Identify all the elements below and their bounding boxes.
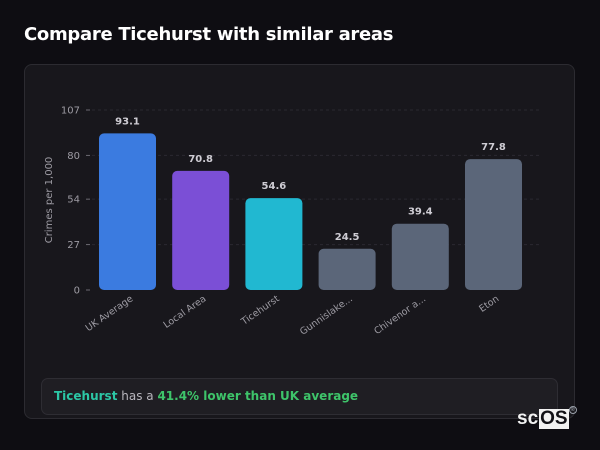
y-tick-label: 107 [61,106,80,117]
bar[interactable] [99,133,156,290]
x-tick-label: UK Average [84,293,136,334]
bar-group[interactable]: 39.4 [391,207,449,290]
y-axis-title: Crimes per 1,000 [44,157,55,244]
bar-group[interactable]: 70.8 [172,154,230,290]
y-axis: 0 27 54 80 107 [61,106,90,297]
bar-group[interactable]: 77.8 [465,142,522,290]
bar-value-label: 54.6 [262,181,287,192]
y-tick-label: 0 [74,286,80,297]
logo-os: OS [539,408,569,429]
bar-value-label: 70.8 [188,154,213,165]
bar-group[interactable]: 24.5 [318,232,376,290]
page-title: Compare Ticehurst with similar areas [24,24,394,45]
registered-mark-icon: ® [568,406,577,414]
x-tick-label: Ticehurst [239,293,282,328]
comparison-summary: Ticehurst has a 41.4% lower than UK aver… [41,378,558,415]
bar[interactable] [318,248,376,290]
bar[interactable] [391,223,449,290]
bar[interactable] [245,198,303,290]
y-tick-label: 27 [67,240,80,251]
bar-value-label: 93.1 [115,116,140,127]
x-tick-label: Eton [477,293,501,314]
x-axis-labels: UK Average Local Area Ticehurst Gunnislake.… [84,293,502,337]
scos-logo: sc OS ® [517,406,577,430]
summary-stat: 41.4% lower than UK average [157,389,359,403]
y-tick-label: 54 [67,195,80,206]
bar-value-label: 39.4 [408,207,433,218]
bars: 93.1 70.8 54.6 24.5 39.4 77.8 [99,116,522,290]
bar[interactable] [465,159,522,290]
y-tick-label: 80 [67,151,80,162]
bar-group[interactable]: 93.1 [99,116,156,290]
logo-sc: sc [517,408,539,429]
bar-value-label: 77.8 [481,142,506,153]
summary-place: Ticehurst [54,389,118,403]
bar[interactable] [172,170,230,290]
x-tick-label: Gunnislake... [298,293,355,337]
x-tick-label: Local Area [162,293,209,330]
bar-group[interactable]: 54.6 [245,181,303,290]
summary-connector: has a [117,389,158,403]
x-tick-label: Chivenor a... [372,293,428,337]
bar-value-label: 24.5 [335,232,360,243]
